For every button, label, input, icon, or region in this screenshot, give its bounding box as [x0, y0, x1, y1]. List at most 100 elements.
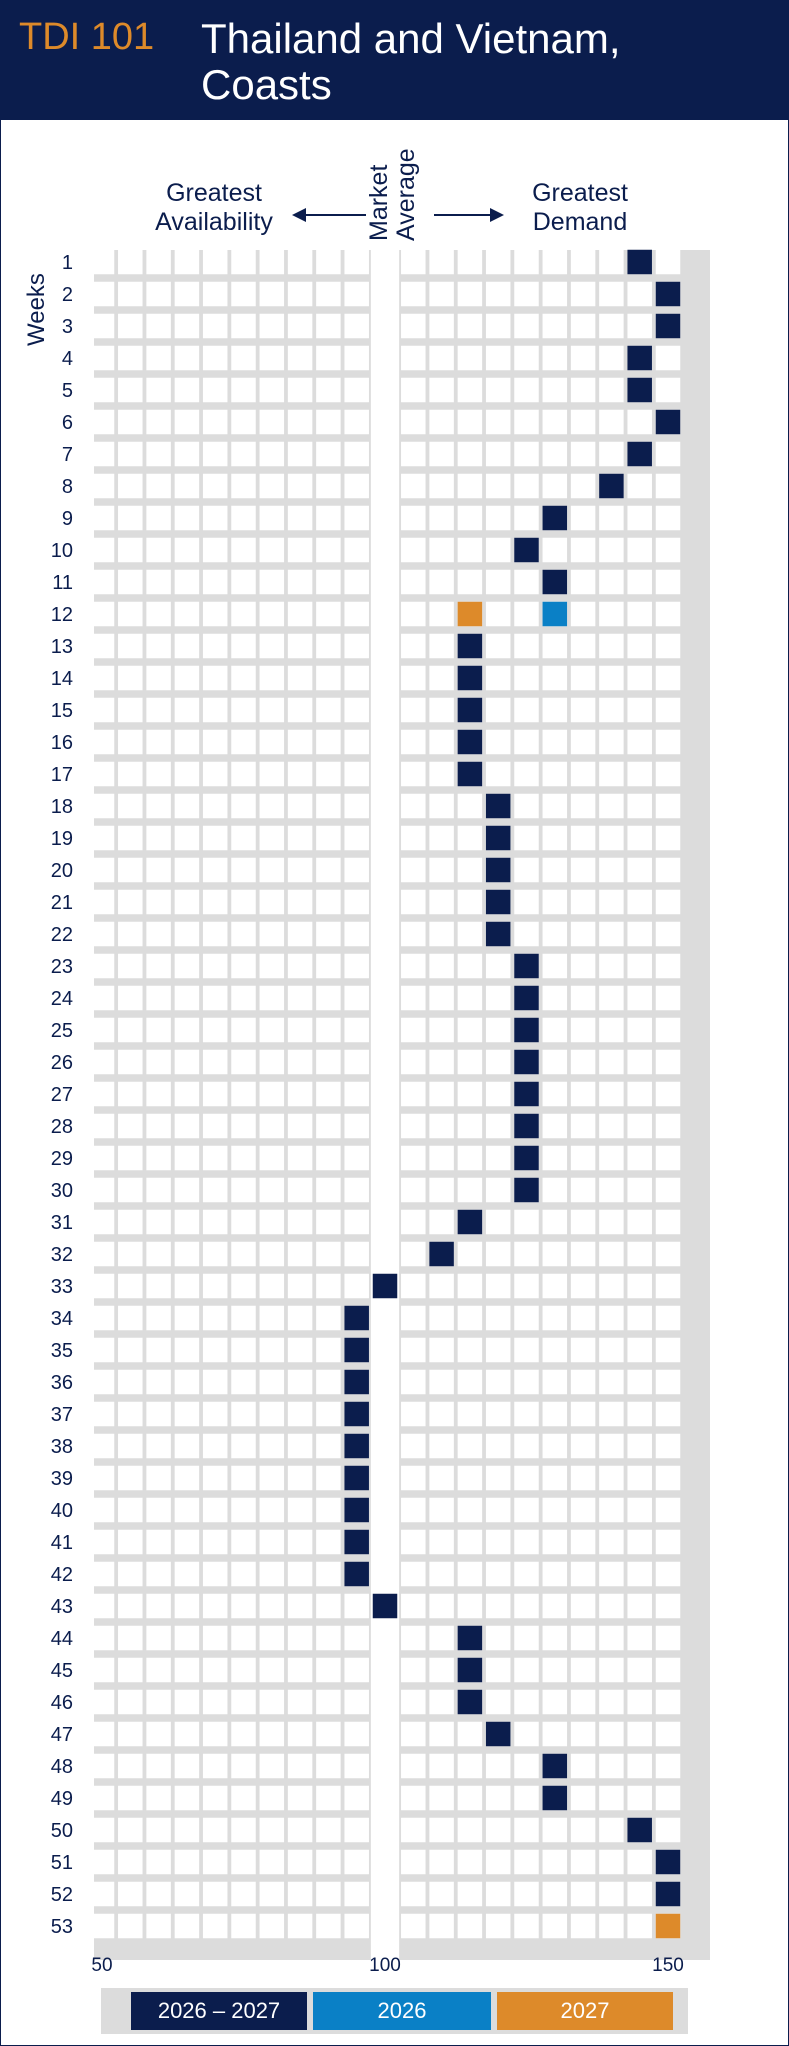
grid-cell [146, 633, 171, 659]
grid-cell [485, 1497, 511, 1523]
grid-cell [401, 409, 426, 435]
grid-cell [174, 985, 200, 1011]
x-tick-label: 50 [91, 1955, 112, 1976]
grid-cell [231, 1561, 256, 1587]
grid-cell [89, 633, 115, 659]
grid-cell [485, 1401, 511, 1427]
grid-cell [344, 1049, 369, 1075]
grid-cell [118, 1849, 143, 1875]
grid-cell [485, 1657, 511, 1683]
grid-cell [118, 249, 143, 275]
grid-cell [401, 1433, 426, 1459]
grid-cell [231, 1753, 256, 1779]
grid-cell [542, 1497, 568, 1523]
grid-cell [401, 1209, 426, 1235]
grid-cell [287, 665, 313, 691]
grid-cell [655, 1593, 681, 1619]
week-tick-label: 21 [51, 892, 73, 914]
grid-cell [118, 1145, 143, 1171]
grid-cell [570, 1849, 596, 1875]
grid-cell [231, 441, 256, 467]
grid-cell [570, 1625, 596, 1651]
grid-cell [231, 985, 256, 1011]
grid-cell [118, 281, 143, 307]
grid-cell [231, 1145, 256, 1171]
grid-cell [146, 1305, 171, 1331]
grid-cell [542, 345, 568, 371]
grid-cell [401, 1273, 426, 1299]
data-mark [514, 1081, 539, 1107]
grid-cell [401, 313, 426, 339]
grid-cell [202, 729, 228, 755]
grid-cell [146, 441, 171, 467]
grid-cell [202, 857, 228, 883]
grid-cell [485, 1017, 511, 1043]
grid-cell [118, 1209, 143, 1235]
grid-cell [231, 889, 256, 915]
grid-cell [429, 505, 454, 531]
grid-cell [344, 441, 369, 467]
grid-cell [457, 1561, 483, 1587]
grid-cell [514, 249, 539, 275]
grid-cell [231, 1817, 256, 1843]
grid-cell [570, 1049, 596, 1075]
grid-cell [146, 473, 171, 499]
greatest-availability-line2: Availability [155, 208, 273, 236]
grid-cell [457, 1785, 483, 1811]
grid-cell [627, 1305, 652, 1331]
grid-cell [89, 1081, 115, 1107]
grid-cell [174, 505, 200, 531]
week-tick-label: 7 [62, 444, 73, 466]
grid-cell [146, 1369, 171, 1395]
grid-cell [202, 1017, 228, 1043]
grid-cell [287, 377, 313, 403]
grid-cell [344, 1273, 369, 1299]
grid-cell [316, 1017, 341, 1043]
week-tick-label: 15 [51, 700, 73, 722]
grid-cell [627, 313, 652, 339]
data-mark [514, 1049, 539, 1075]
grid-cell [118, 1081, 143, 1107]
grid-cell [655, 825, 681, 851]
grid-cell [627, 825, 652, 851]
grid-cell [146, 1241, 171, 1267]
grid-cell [202, 1817, 228, 1843]
data-mark [514, 1113, 539, 1139]
grid-cell [202, 1529, 228, 1555]
grid-cell [401, 1689, 426, 1715]
grid-cell [655, 249, 681, 275]
grid-cell [485, 1913, 511, 1939]
grid-cell [457, 921, 483, 947]
grid-cell [287, 1721, 313, 1747]
grid-cell [118, 601, 143, 627]
grid-cell [429, 1497, 454, 1523]
grid-cell [118, 1689, 143, 1715]
grid-cell [89, 1241, 115, 1267]
grid-cell [655, 1401, 681, 1427]
grid-cell [429, 1049, 454, 1075]
grid-cell [570, 889, 596, 915]
grid-cell [570, 377, 596, 403]
grid-cell [429, 761, 454, 787]
grid-cell [174, 793, 200, 819]
grid-cell [401, 377, 426, 403]
grid-cell [655, 953, 681, 979]
grid-cell [542, 793, 568, 819]
week-tick-label: 11 [52, 572, 73, 594]
grid-cell [146, 761, 171, 787]
grid-cell [599, 1593, 624, 1619]
grid-cell [344, 313, 369, 339]
grid-cell [655, 1177, 681, 1203]
grid-cell [146, 857, 171, 883]
grid-cell [316, 1593, 341, 1619]
grid-cell [259, 1529, 285, 1555]
data-mark [514, 953, 539, 979]
grid-cell [118, 1593, 143, 1619]
grid-cell [401, 1337, 426, 1363]
grid-cell [457, 1817, 483, 1843]
grid-cell [146, 985, 171, 1011]
grid-cell [570, 1817, 596, 1843]
grid-cell [118, 313, 143, 339]
legend-2026: 2026 [313, 1992, 491, 2030]
grid-cell [542, 1177, 568, 1203]
